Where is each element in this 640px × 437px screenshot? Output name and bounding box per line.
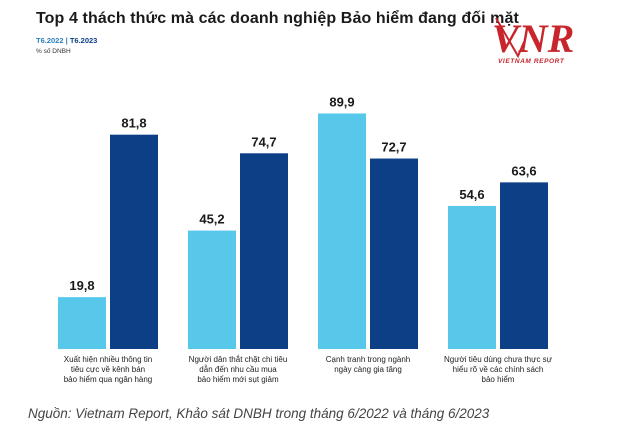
- data-label-t6.2023-cat2: 74,7: [251, 134, 276, 149]
- data-label-t6.2022-cat4: 54,6: [459, 187, 484, 202]
- vnr-logo: VNR: [492, 16, 574, 61]
- category-label-1: Xuất hiện nhiều thông tin tiêu cực về kên…: [64, 355, 153, 384]
- bar-t6.2022-cat3: [318, 113, 366, 349]
- bar-chart: 19,8 81,8 Xuất hiện nhiều thông tin tiêu cự…: [58, 94, 553, 384]
- bar-t6.2023-cat2: [240, 153, 288, 349]
- bar-t6.2022-cat4: [448, 205, 496, 349]
- legend-separator: |: [65, 36, 68, 45]
- data-label-t6.2022-cat1: 19,8: [69, 278, 94, 293]
- bar-t6.2023-cat1: [110, 134, 158, 349]
- bar-t6.2023-cat4: [500, 182, 548, 349]
- data-label-t6.2022-cat3: 89,9: [329, 94, 354, 109]
- chart-title: Top 4 thách thức mà các doanh nghiệp Bảo…: [36, 10, 519, 27]
- bar-t6.2023-cat3: [370, 158, 418, 349]
- svg-text:VNR: VNR: [492, 16, 574, 61]
- data-label-t6.2023-cat4: 63,6: [511, 163, 536, 178]
- legend-series-2022: T6.2022: [36, 36, 64, 45]
- category-label-4: Người tiêu dùng chưa thực sự hiểu rõ về c…: [444, 355, 553, 384]
- bar-t6.2022-cat1: [58, 297, 106, 349]
- logo-tagline: VIETNAM REPORT: [498, 58, 565, 65]
- data-label-t6.2023-cat1: 81,8: [121, 116, 146, 131]
- data-label-t6.2022-cat2: 45,2: [199, 212, 224, 227]
- data-label-t6.2023-cat3: 72,7: [381, 140, 406, 155]
- legend: T6.2022 | T6.2023: [36, 36, 97, 45]
- unit-label: % số DNBH: [36, 48, 71, 55]
- category-label-3: Cạnh tranh trong ngành ngày càng gia tăng: [326, 355, 411, 374]
- source-note: Nguồn: Vietnam Report, Khảo sát DNBH tro…: [28, 406, 490, 421]
- bar-t6.2022-cat2: [188, 230, 236, 349]
- category-label-2: Người dân thắt chặt chi tiêu dẫn đến nhu …: [189, 355, 288, 384]
- legend-series-2023: T6.2023: [69, 36, 98, 45]
